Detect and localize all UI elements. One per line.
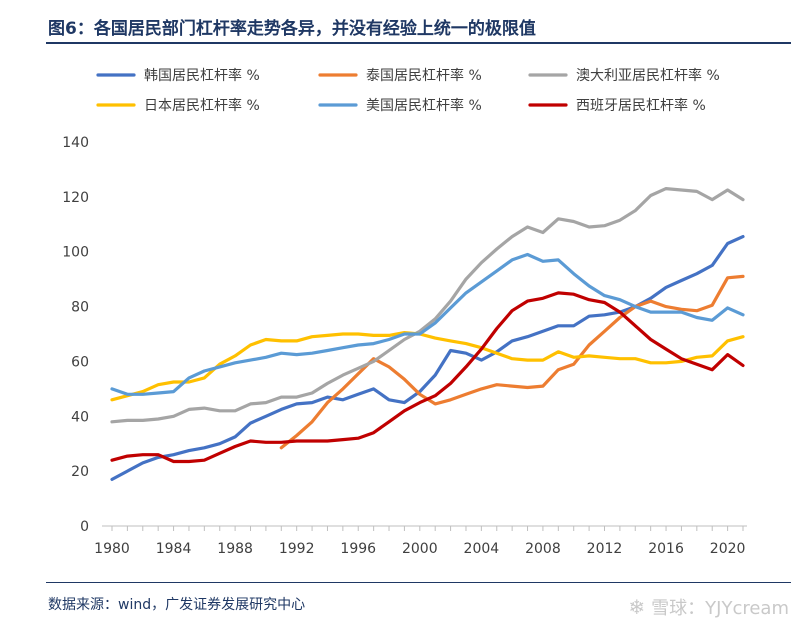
- legend-label-0: 韩国居民杠杆率 %: [144, 67, 260, 84]
- chart-legend: 韩国居民杠杆率 % 泰国居民杠杆率 % 澳大利亚居民杠杆率 % 日本居民杠杆率 % 美国…: [96, 67, 720, 114]
- y-tick-label: 80: [71, 300, 89, 316]
- x-tick-label: 2020: [710, 541, 746, 557]
- legend-label-5: 西班牙居民杠杆率 %: [576, 97, 706, 114]
- legend-label-4: 美国居民杠杆率 %: [366, 97, 482, 114]
- x-tick-label: 1984: [156, 541, 192, 557]
- x-tick-label: 1996: [340, 541, 376, 557]
- legend-label-1: 泰国居民杠杆率 %: [366, 67, 482, 84]
- y-tick-label: 40: [71, 409, 89, 425]
- y-tick-label: 20: [71, 464, 89, 480]
- source-divider: [46, 582, 791, 583]
- y-tick-label: 120: [62, 190, 89, 206]
- series-line-3: [110, 331, 745, 402]
- x-tick-label: 2012: [587, 541, 623, 557]
- series-lines: [110, 187, 745, 481]
- y-tick-label: 100: [62, 245, 89, 261]
- x-tick-label: 1992: [279, 541, 315, 557]
- figure-title: 图6：各国居民部门杠杆率走势各异，并没有经验上统一的极限值: [48, 19, 536, 39]
- series-line-2: [110, 187, 745, 424]
- y-axis: 0 20 40 60 80 100 120 140: [62, 135, 89, 535]
- watermark: ❄ 雪球：YJYcream: [628, 594, 789, 620]
- title-divider: [46, 42, 791, 44]
- x-tick-label: 2000: [402, 541, 438, 557]
- x-tick-label: 1988: [217, 541, 253, 557]
- snowball-logo-icon: ❄: [628, 595, 646, 619]
- watermark-text: 雪球：YJYcream: [651, 598, 789, 619]
- y-tick-label: 140: [62, 135, 89, 151]
- x-tick-label: 1980: [94, 541, 130, 557]
- data-source-note: 数据来源：wind，广发证券发展研究中心: [48, 597, 306, 613]
- legend-label-3: 日本居民杠杆率 %: [144, 97, 260, 114]
- x-tick-label: 2004: [464, 541, 500, 557]
- y-tick-label: 60: [71, 354, 89, 370]
- series-line-4: [110, 252, 745, 396]
- x-tick-label: 2008: [525, 541, 561, 557]
- series-line-0: [110, 235, 745, 481]
- series-line-5: [110, 291, 745, 464]
- x-axis: 1980 1984 1988 1992 1996 2000 2004 2008 2012 2016…: [94, 525, 747, 557]
- series-line-1: [279, 274, 745, 450]
- legend-label-2: 澳大利亚居民杠杆率 %: [576, 67, 720, 84]
- x-tick-label: 2016: [648, 541, 684, 557]
- y-tick-label: 0: [80, 519, 89, 535]
